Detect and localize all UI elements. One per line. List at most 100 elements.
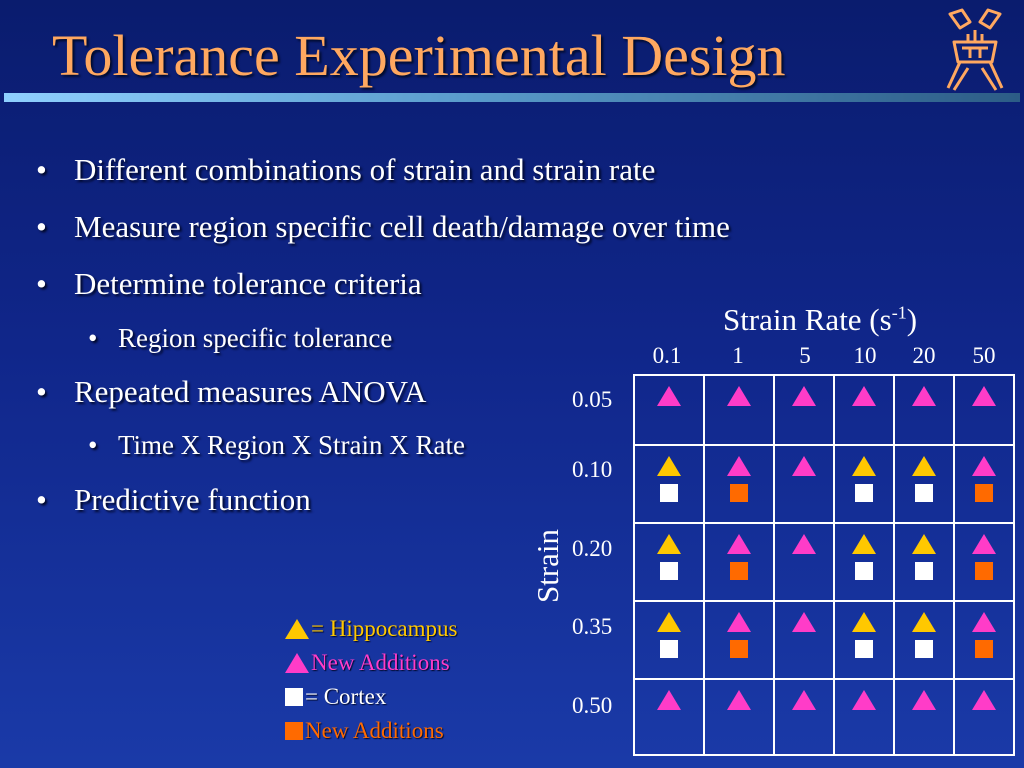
title-underline <box>4 93 1020 102</box>
yellow-triangle-icon <box>852 612 876 632</box>
design-cell <box>633 600 705 680</box>
design-cell <box>633 444 705 524</box>
design-cell <box>833 678 895 756</box>
design-cell <box>953 678 1015 756</box>
design-cell <box>703 600 775 680</box>
pink-triangle-icon <box>912 386 936 406</box>
white-square-icon <box>660 640 678 658</box>
design-cell <box>633 374 705 446</box>
design-cell <box>893 444 955 524</box>
design-cell <box>703 374 775 446</box>
design-cell <box>953 374 1015 446</box>
white-square-icon <box>855 562 873 580</box>
white-square-icon <box>855 640 873 658</box>
bullet-dot-icon: • <box>36 152 47 187</box>
design-cell <box>833 444 895 524</box>
design-cell <box>893 374 955 446</box>
design-cell <box>953 600 1015 680</box>
yellow-triangle-icon <box>852 456 876 476</box>
bullet-dot-icon: • <box>36 209 47 244</box>
white-square-icon <box>915 562 933 580</box>
bullet-dot-icon: • <box>88 323 98 353</box>
pink-triangle-icon <box>972 386 996 406</box>
bullet-dot-icon: • <box>36 374 47 409</box>
design-cell <box>773 374 835 446</box>
strain-rate-label: 50 <box>972 343 996 368</box>
pink-triangle-icon <box>727 386 751 406</box>
pink-triangle-icon <box>852 690 876 710</box>
strain-rate-label: 1 <box>732 343 744 368</box>
orange-square-icon <box>975 640 993 658</box>
table-row <box>633 444 1015 524</box>
design-cell <box>773 444 835 524</box>
design-cell <box>893 522 955 602</box>
table-row <box>633 522 1015 602</box>
orange-square-icon <box>730 640 748 658</box>
design-cell <box>773 678 835 756</box>
strain-label: 0.05 <box>572 387 613 412</box>
table-row <box>633 600 1015 680</box>
design-cell <box>893 600 955 680</box>
bullet-dot-icon: • <box>88 430 98 460</box>
pink-triangle-icon <box>727 612 751 632</box>
design-cell <box>953 444 1015 524</box>
design-cell <box>633 678 705 756</box>
strain-rate-label: 5 <box>799 343 811 368</box>
pink-triangle-icon <box>912 690 936 710</box>
white-square-icon <box>660 562 678 580</box>
yellow-triangle-icon <box>285 619 309 639</box>
design-cell <box>893 678 955 756</box>
design-cell <box>833 600 895 680</box>
bullet-dot-icon: • <box>36 266 47 301</box>
yellow-triangle-icon <box>912 534 936 554</box>
yellow-triangle-icon <box>912 612 936 632</box>
slide-title: Tolerance Experimental Design <box>52 23 786 88</box>
pink-triangle-icon <box>792 456 816 476</box>
design-cell <box>703 678 775 756</box>
pink-triangle-icon <box>972 456 996 476</box>
yellow-triangle-icon <box>657 534 681 554</box>
orange-square-icon <box>730 562 748 580</box>
legend-item: New Additions <box>285 718 444 744</box>
yellow-triangle-icon <box>912 456 936 476</box>
table-row <box>633 678 1015 756</box>
legend-item: = Cortex <box>285 684 386 710</box>
pink-triangle-icon <box>727 456 751 476</box>
strain-label: 0.50 <box>572 693 613 718</box>
white-square-icon <box>285 688 303 706</box>
pink-triangle-icon <box>657 690 681 710</box>
strain-rate-title: Strain Rate (s-1) <box>722 302 918 337</box>
yellow-triangle-icon <box>657 456 681 476</box>
legend-item: = Hippocampus <box>285 616 457 642</box>
yellow-triangle-icon <box>657 612 681 632</box>
design-cell <box>833 522 895 602</box>
pink-triangle-icon <box>285 653 309 673</box>
strain-rate-label: 10 <box>853 343 877 368</box>
orange-square-icon <box>285 722 303 740</box>
yellow-triangle-icon <box>852 534 876 554</box>
white-square-icon <box>915 640 933 658</box>
legend-item: New Additions <box>285 650 450 676</box>
crest-logo-icon <box>946 8 1004 91</box>
pink-triangle-icon <box>727 534 751 554</box>
white-square-icon <box>915 484 933 502</box>
pink-triangle-icon <box>792 386 816 406</box>
pink-triangle-icon <box>792 612 816 632</box>
strain-rate-label: 0.1 <box>652 343 682 368</box>
orange-square-icon <box>730 484 748 502</box>
design-cell <box>633 522 705 602</box>
design-cell <box>773 522 835 602</box>
pink-triangle-icon <box>792 534 816 554</box>
design-cell <box>953 522 1015 602</box>
pink-triangle-icon <box>852 386 876 406</box>
strain-axis-title: Strain <box>530 528 565 604</box>
pink-triangle-icon <box>972 612 996 632</box>
pink-triangle-icon <box>972 690 996 710</box>
pink-triangle-icon <box>657 386 681 406</box>
white-square-icon <box>660 484 678 502</box>
design-cell <box>703 444 775 524</box>
design-cell <box>773 600 835 680</box>
pink-triangle-icon <box>792 690 816 710</box>
orange-square-icon <box>975 562 993 580</box>
strain-label: 0.35 <box>572 614 613 639</box>
